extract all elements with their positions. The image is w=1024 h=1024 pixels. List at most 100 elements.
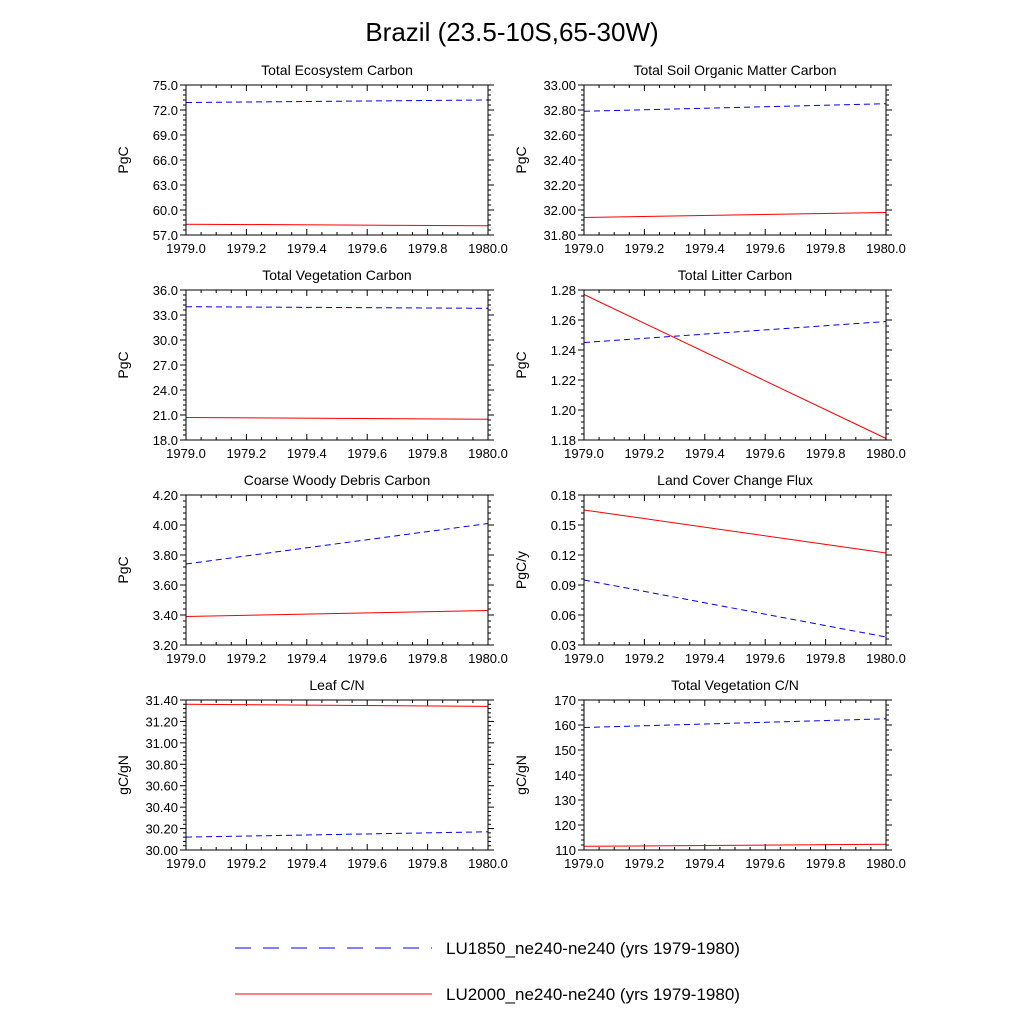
x-tick-label: 1979.6 <box>347 651 387 666</box>
x-tick-label: 1979.8 <box>806 241 846 256</box>
y-tick-label: 1.28 <box>551 283 576 298</box>
series-line-lu2000 <box>185 223 489 227</box>
plot-frame <box>583 699 887 851</box>
x-tick-label: 1979.0 <box>564 241 604 256</box>
x-tick-label: 1979.4 <box>287 446 327 461</box>
y-tick-label: 66.0 <box>153 153 178 168</box>
y-tick-label: 0.12 <box>551 548 576 563</box>
series-line-lu1850 <box>185 831 489 838</box>
x-tick-label: 1980.0 <box>866 446 906 461</box>
plot-frame <box>583 289 887 441</box>
figure-title: Brazil (23.5-10S,65-30W) <box>365 17 658 47</box>
series-line-lu2000 <box>185 703 489 707</box>
panel-title: Total Soil Organic Matter Carbon <box>633 62 836 78</box>
y-axis-label: gC/gN <box>115 755 131 795</box>
y-tick-label: 57.0 <box>153 228 178 243</box>
x-tick-label: 1980.0 <box>468 856 508 871</box>
y-tick-label: 30.00 <box>145 843 178 858</box>
legend-label-lu1850: LU1850_ne240-ne240 (yrs 1979-1980) <box>446 939 740 958</box>
x-tick-label: 1979.6 <box>745 241 785 256</box>
x-tick-label: 1979.2 <box>625 446 665 461</box>
x-tick-label: 1979.0 <box>564 856 604 871</box>
x-tick-label: 1979.0 <box>166 446 206 461</box>
x-tick-label: 1979.6 <box>347 241 387 256</box>
y-axis-label: PgC <box>115 351 131 378</box>
series-line-lu2000 <box>583 212 887 218</box>
series-line-lu1850 <box>185 99 489 103</box>
x-tick-label: 1979.6 <box>745 856 785 871</box>
y-tick-label: 0.15 <box>551 518 576 533</box>
series-line-lu2000 <box>185 610 489 617</box>
y-tick-label: 0.03 <box>551 638 576 653</box>
y-tick-label: 32.60 <box>543 128 576 143</box>
y-axis-label: PgC <box>513 146 529 173</box>
plot-frame <box>185 84 489 236</box>
panel-6: Leaf C/N gC/gN 1979.0 1979.2 1979.4 1979.6 197… <box>115 677 508 871</box>
plot-frame <box>185 494 489 646</box>
y-tick-label: 3.60 <box>153 578 178 593</box>
x-tick-label: 1979.8 <box>806 446 846 461</box>
x-tick-label: 1979.2 <box>625 651 665 666</box>
y-tick-label: 30.0 <box>153 333 178 348</box>
y-tick-label: 32.20 <box>543 178 576 193</box>
x-tick-label: 1979.8 <box>806 856 846 871</box>
x-tick-label: 1979.8 <box>408 241 448 256</box>
x-tick-label: 1979.0 <box>564 651 604 666</box>
x-tick-label: 1980.0 <box>866 856 906 871</box>
x-tick-label: 1979.2 <box>227 856 267 871</box>
y-tick-label: 32.80 <box>543 103 576 118</box>
plot-frame <box>185 289 489 441</box>
panel-2: Total Vegetation Carbon PgC 1979.0 1979.2 19… <box>115 267 508 461</box>
y-tick-label: 24.0 <box>153 383 178 398</box>
plot-frame <box>583 494 887 646</box>
panel-title: Coarse Woody Debris Carbon <box>244 472 431 488</box>
y-tick-label: 120 <box>554 818 576 833</box>
y-tick-label: 30.20 <box>145 822 178 837</box>
panel-title: Total Vegetation Carbon <box>262 267 411 283</box>
plot-frame <box>185 699 489 851</box>
y-tick-label: 30.60 <box>145 779 178 794</box>
panel-0: Total Ecosystem Carbon PgC 1979.0 1979.2 197… <box>115 62 508 256</box>
series-line-lu2000 <box>185 417 489 420</box>
x-tick-label: 1979.4 <box>287 651 327 666</box>
y-tick-label: 4.20 <box>153 488 178 503</box>
y-tick-label: 0.06 <box>551 608 576 623</box>
series-line-lu1850 <box>583 321 887 343</box>
x-tick-label: 1980.0 <box>866 241 906 256</box>
x-tick-label: 1979.6 <box>347 856 387 871</box>
x-tick-label: 1979.4 <box>685 856 725 871</box>
y-tick-label: 150 <box>554 743 576 758</box>
x-tick-label: 1979.2 <box>227 446 267 461</box>
panel-7: Total Vegetation C/N gC/gN 1979.0 1979.2 197… <box>513 677 906 871</box>
panel-4: Coarse Woody Debris Carbon PgC 1979.0 1979.… <box>115 472 508 666</box>
legend: LU1850_ne240-ne240 (yrs 1979-1980) LU200… <box>235 939 740 1004</box>
x-tick-label: 1979.6 <box>347 446 387 461</box>
series-line-lu2000 <box>583 294 887 439</box>
x-tick-label: 1979.4 <box>685 241 725 256</box>
y-tick-label: 33.0 <box>153 308 178 323</box>
y-tick-label: 60.0 <box>153 203 178 218</box>
y-tick-label: 4.00 <box>153 518 178 533</box>
x-tick-label: 1979.2 <box>227 241 267 256</box>
x-tick-label: 1979.8 <box>408 446 448 461</box>
panel-grid: Total Ecosystem Carbon PgC 1979.0 1979.2 197… <box>115 62 906 871</box>
y-tick-label: 27.0 <box>153 358 178 373</box>
x-tick-label: 1979.4 <box>685 651 725 666</box>
y-tick-label: 1.26 <box>551 313 576 328</box>
x-tick-label: 1979.8 <box>408 651 448 666</box>
y-tick-label: 72.0 <box>153 103 178 118</box>
series-line-lu1850 <box>583 579 887 638</box>
y-axis-label: PgC <box>115 556 131 583</box>
y-tick-label: 30.80 <box>145 757 178 772</box>
x-tick-label: 1979.4 <box>287 241 327 256</box>
y-axis-label: gC/gN <box>513 755 529 795</box>
panel-title: Total Litter Carbon <box>678 267 792 283</box>
panel-title: Total Ecosystem Carbon <box>261 62 413 78</box>
x-tick-label: 1979.8 <box>806 651 846 666</box>
y-tick-label: 75.0 <box>153 78 178 93</box>
series-line-lu2000 <box>583 843 887 847</box>
y-tick-label: 3.20 <box>153 638 178 653</box>
series-line-lu1850 <box>583 103 887 112</box>
y-tick-label: 140 <box>554 768 576 783</box>
y-axis-label: PgC <box>513 351 529 378</box>
